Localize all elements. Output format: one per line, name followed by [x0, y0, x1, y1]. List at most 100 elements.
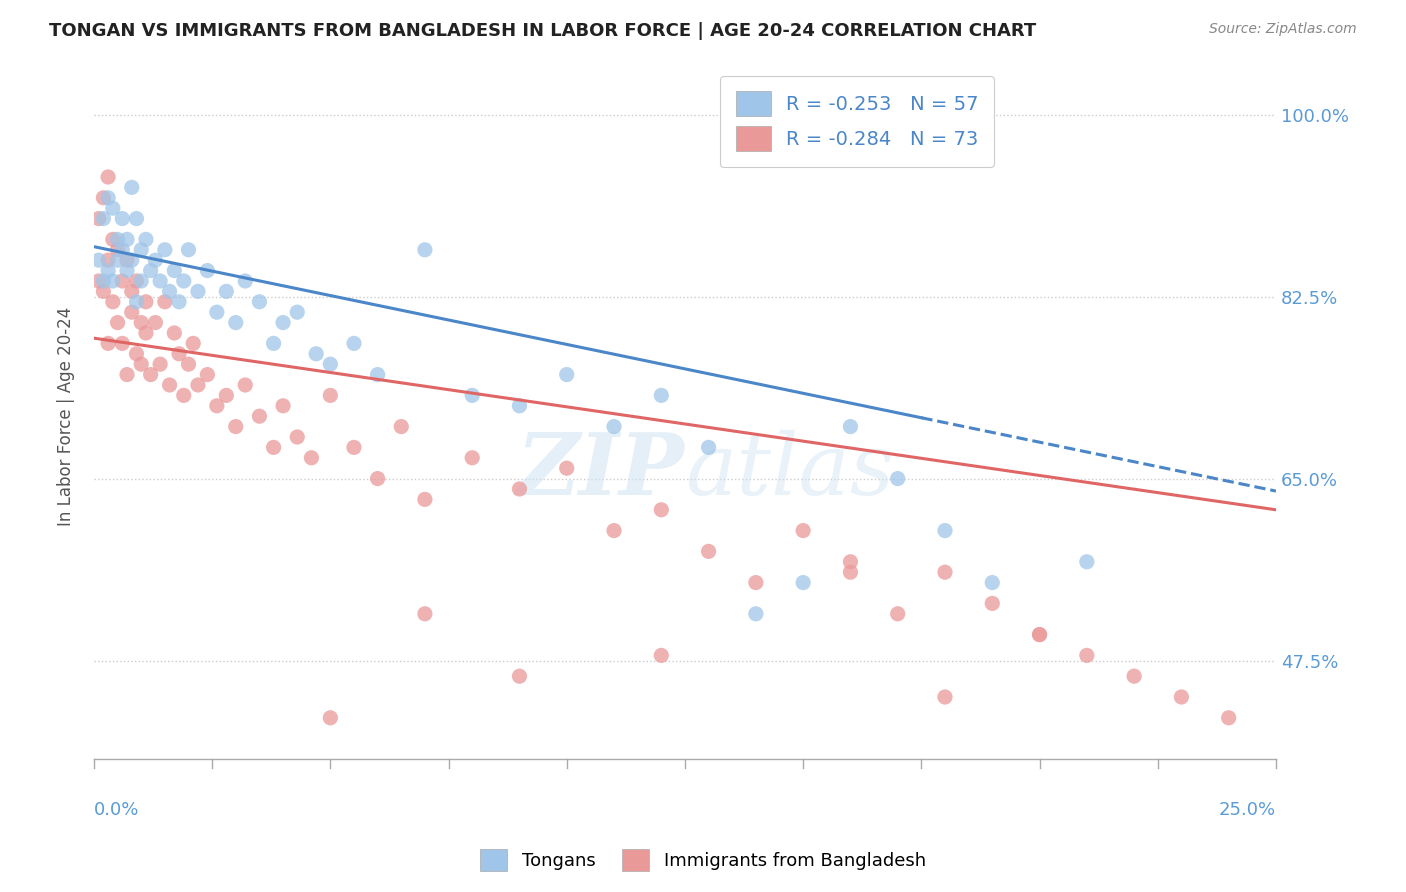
Point — [121, 285, 143, 299]
Point — [111, 211, 134, 226]
Point — [792, 524, 814, 538]
Point — [181, 336, 204, 351]
Point — [319, 711, 342, 725]
Point — [115, 232, 138, 246]
Point — [839, 555, 862, 569]
Point — [121, 180, 143, 194]
Point — [1076, 555, 1098, 569]
Point — [139, 368, 162, 382]
Point — [650, 388, 672, 402]
Point — [97, 263, 120, 277]
Point — [163, 326, 186, 340]
Point — [97, 336, 120, 351]
Point — [97, 191, 120, 205]
Point — [197, 263, 219, 277]
Point — [367, 472, 389, 486]
Point — [263, 336, 285, 351]
Point — [111, 336, 134, 351]
Point — [87, 274, 110, 288]
Point — [135, 232, 157, 246]
Point — [745, 607, 768, 621]
Point — [115, 368, 138, 382]
Point — [115, 263, 138, 277]
Point — [508, 399, 530, 413]
Point — [225, 316, 247, 330]
Point — [697, 544, 720, 558]
Point — [271, 316, 294, 330]
Legend: Tongans, Immigrants from Bangladesh: Tongans, Immigrants from Bangladesh — [472, 842, 934, 879]
Text: TONGAN VS IMMIGRANTS FROM BANGLADESH IN LABOR FORCE | AGE 20-24 CORRELATION CHAR: TONGAN VS IMMIGRANTS FROM BANGLADESH IN … — [49, 22, 1036, 40]
Point — [225, 419, 247, 434]
Point — [263, 441, 285, 455]
Point — [1170, 690, 1192, 704]
Point — [101, 232, 124, 246]
Point — [159, 378, 181, 392]
Point — [177, 357, 200, 371]
Point — [177, 243, 200, 257]
Point — [745, 575, 768, 590]
Point — [107, 232, 129, 246]
Point — [1076, 648, 1098, 663]
Point — [145, 253, 167, 268]
Text: 25.0%: 25.0% — [1219, 801, 1277, 819]
Point — [461, 388, 484, 402]
Point — [1028, 627, 1050, 641]
Point — [135, 326, 157, 340]
Point — [125, 294, 148, 309]
Point — [97, 253, 120, 268]
Point — [129, 357, 152, 371]
Point — [107, 316, 129, 330]
Point — [413, 243, 436, 257]
Point — [93, 285, 115, 299]
Point — [461, 450, 484, 465]
Point — [981, 575, 1004, 590]
Point — [101, 274, 124, 288]
Text: atlas: atlas — [685, 430, 894, 512]
Point — [205, 305, 228, 319]
Point — [839, 565, 862, 579]
Point — [149, 357, 172, 371]
Point — [125, 274, 148, 288]
Text: Source: ZipAtlas.com: Source: ZipAtlas.com — [1209, 22, 1357, 37]
Point — [508, 482, 530, 496]
Point — [839, 419, 862, 434]
Point — [413, 492, 436, 507]
Point — [792, 575, 814, 590]
Point — [555, 368, 578, 382]
Point — [886, 607, 908, 621]
Point — [233, 378, 256, 392]
Point — [111, 243, 134, 257]
Point — [1028, 627, 1050, 641]
Point — [97, 169, 120, 184]
Point — [981, 596, 1004, 610]
Point — [87, 253, 110, 268]
Point — [285, 430, 308, 444]
Point — [215, 388, 238, 402]
Point — [153, 243, 176, 257]
Point — [101, 201, 124, 215]
Point — [173, 388, 195, 402]
Point — [249, 409, 271, 424]
Legend: R = -0.253   N = 57, R = -0.284   N = 73: R = -0.253 N = 57, R = -0.284 N = 73 — [720, 76, 994, 167]
Point — [107, 253, 129, 268]
Point — [129, 243, 152, 257]
Point — [697, 441, 720, 455]
Point — [934, 565, 956, 579]
Point — [650, 503, 672, 517]
Point — [93, 191, 115, 205]
Point — [233, 274, 256, 288]
Point — [163, 263, 186, 277]
Point — [115, 253, 138, 268]
Point — [285, 305, 308, 319]
Point — [87, 211, 110, 226]
Point — [93, 274, 115, 288]
Point — [125, 347, 148, 361]
Point — [153, 294, 176, 309]
Point — [167, 347, 190, 361]
Text: ZIP: ZIP — [517, 429, 685, 513]
Point — [129, 316, 152, 330]
Point — [305, 347, 328, 361]
Point — [343, 336, 366, 351]
Point — [413, 607, 436, 621]
Point — [107, 243, 129, 257]
